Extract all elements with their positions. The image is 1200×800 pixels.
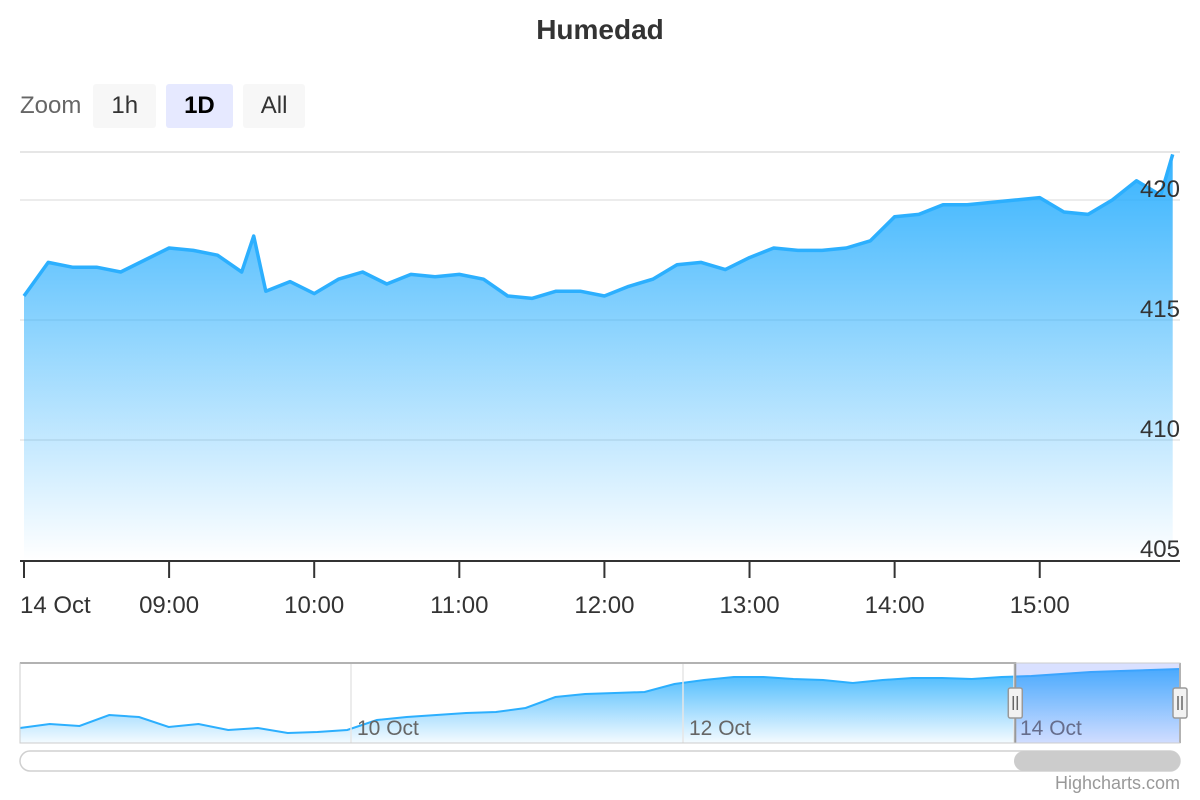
- humidity-area: [24, 154, 1173, 560]
- y-axis: 405 410 415 420: [1140, 176, 1180, 563]
- navigator[interactable]: 10 Oct 12 Oct 14 Oct: [19, 662, 1188, 744]
- y-tick-label: 410: [1140, 416, 1180, 443]
- navigator-date-label: 10 Oct: [357, 717, 419, 740]
- navigator-handle-left[interactable]: [1007, 687, 1024, 719]
- x-tick-label: 09:00: [139, 592, 199, 619]
- x-tick-label: 10:00: [284, 592, 344, 619]
- navigator-date-label: 12 Oct: [689, 717, 751, 740]
- plot-area: [22, 153, 1175, 560]
- navigator-area: [20, 669, 1180, 743]
- humidity-line: [22, 153, 1175, 301]
- x-tick-label: 15:00: [1010, 592, 1070, 619]
- credits-link[interactable]: Highcharts.com: [1054, 773, 1180, 793]
- y-tick-label: 405: [1140, 536, 1180, 563]
- y-tick-label: 420: [1140, 176, 1180, 203]
- x-tick-label: 14:00: [865, 592, 925, 619]
- scrollbar-track[interactable]: [19, 750, 1181, 772]
- navigator-selection[interactable]: [1015, 663, 1180, 743]
- x-tick-label: 14 Oct: [20, 592, 91, 619]
- navigator-handle-right[interactable]: [1172, 687, 1188, 719]
- zoom-1d-button[interactable]: 1D: [166, 84, 233, 128]
- x-tick-label: 12:00: [574, 592, 634, 619]
- y-tick-label: 415: [1140, 296, 1180, 323]
- scrollbar[interactable]: [19, 750, 1181, 772]
- navigator-date-label: 14 Oct: [1020, 717, 1082, 740]
- navigator-line: [19, 668, 1181, 735]
- x-axis: 14 Oct 09:00 10:00 11:00 12:00 13:00 14:00 15:0…: [20, 560, 1180, 619]
- scrollbar-thumb[interactable]: [1014, 751, 1180, 771]
- x-tick-label: 13:00: [719, 592, 779, 619]
- zoom-all-button[interactable]: All: [242, 84, 306, 128]
- range-selector: Zoom 1h 1D All: [20, 84, 306, 128]
- chart-title: Humedad: [536, 14, 664, 45]
- zoom-1h-button[interactable]: 1h: [93, 84, 157, 128]
- zoom-label: Zoom: [20, 92, 82, 119]
- x-tick-label: 11:00: [430, 592, 488, 619]
